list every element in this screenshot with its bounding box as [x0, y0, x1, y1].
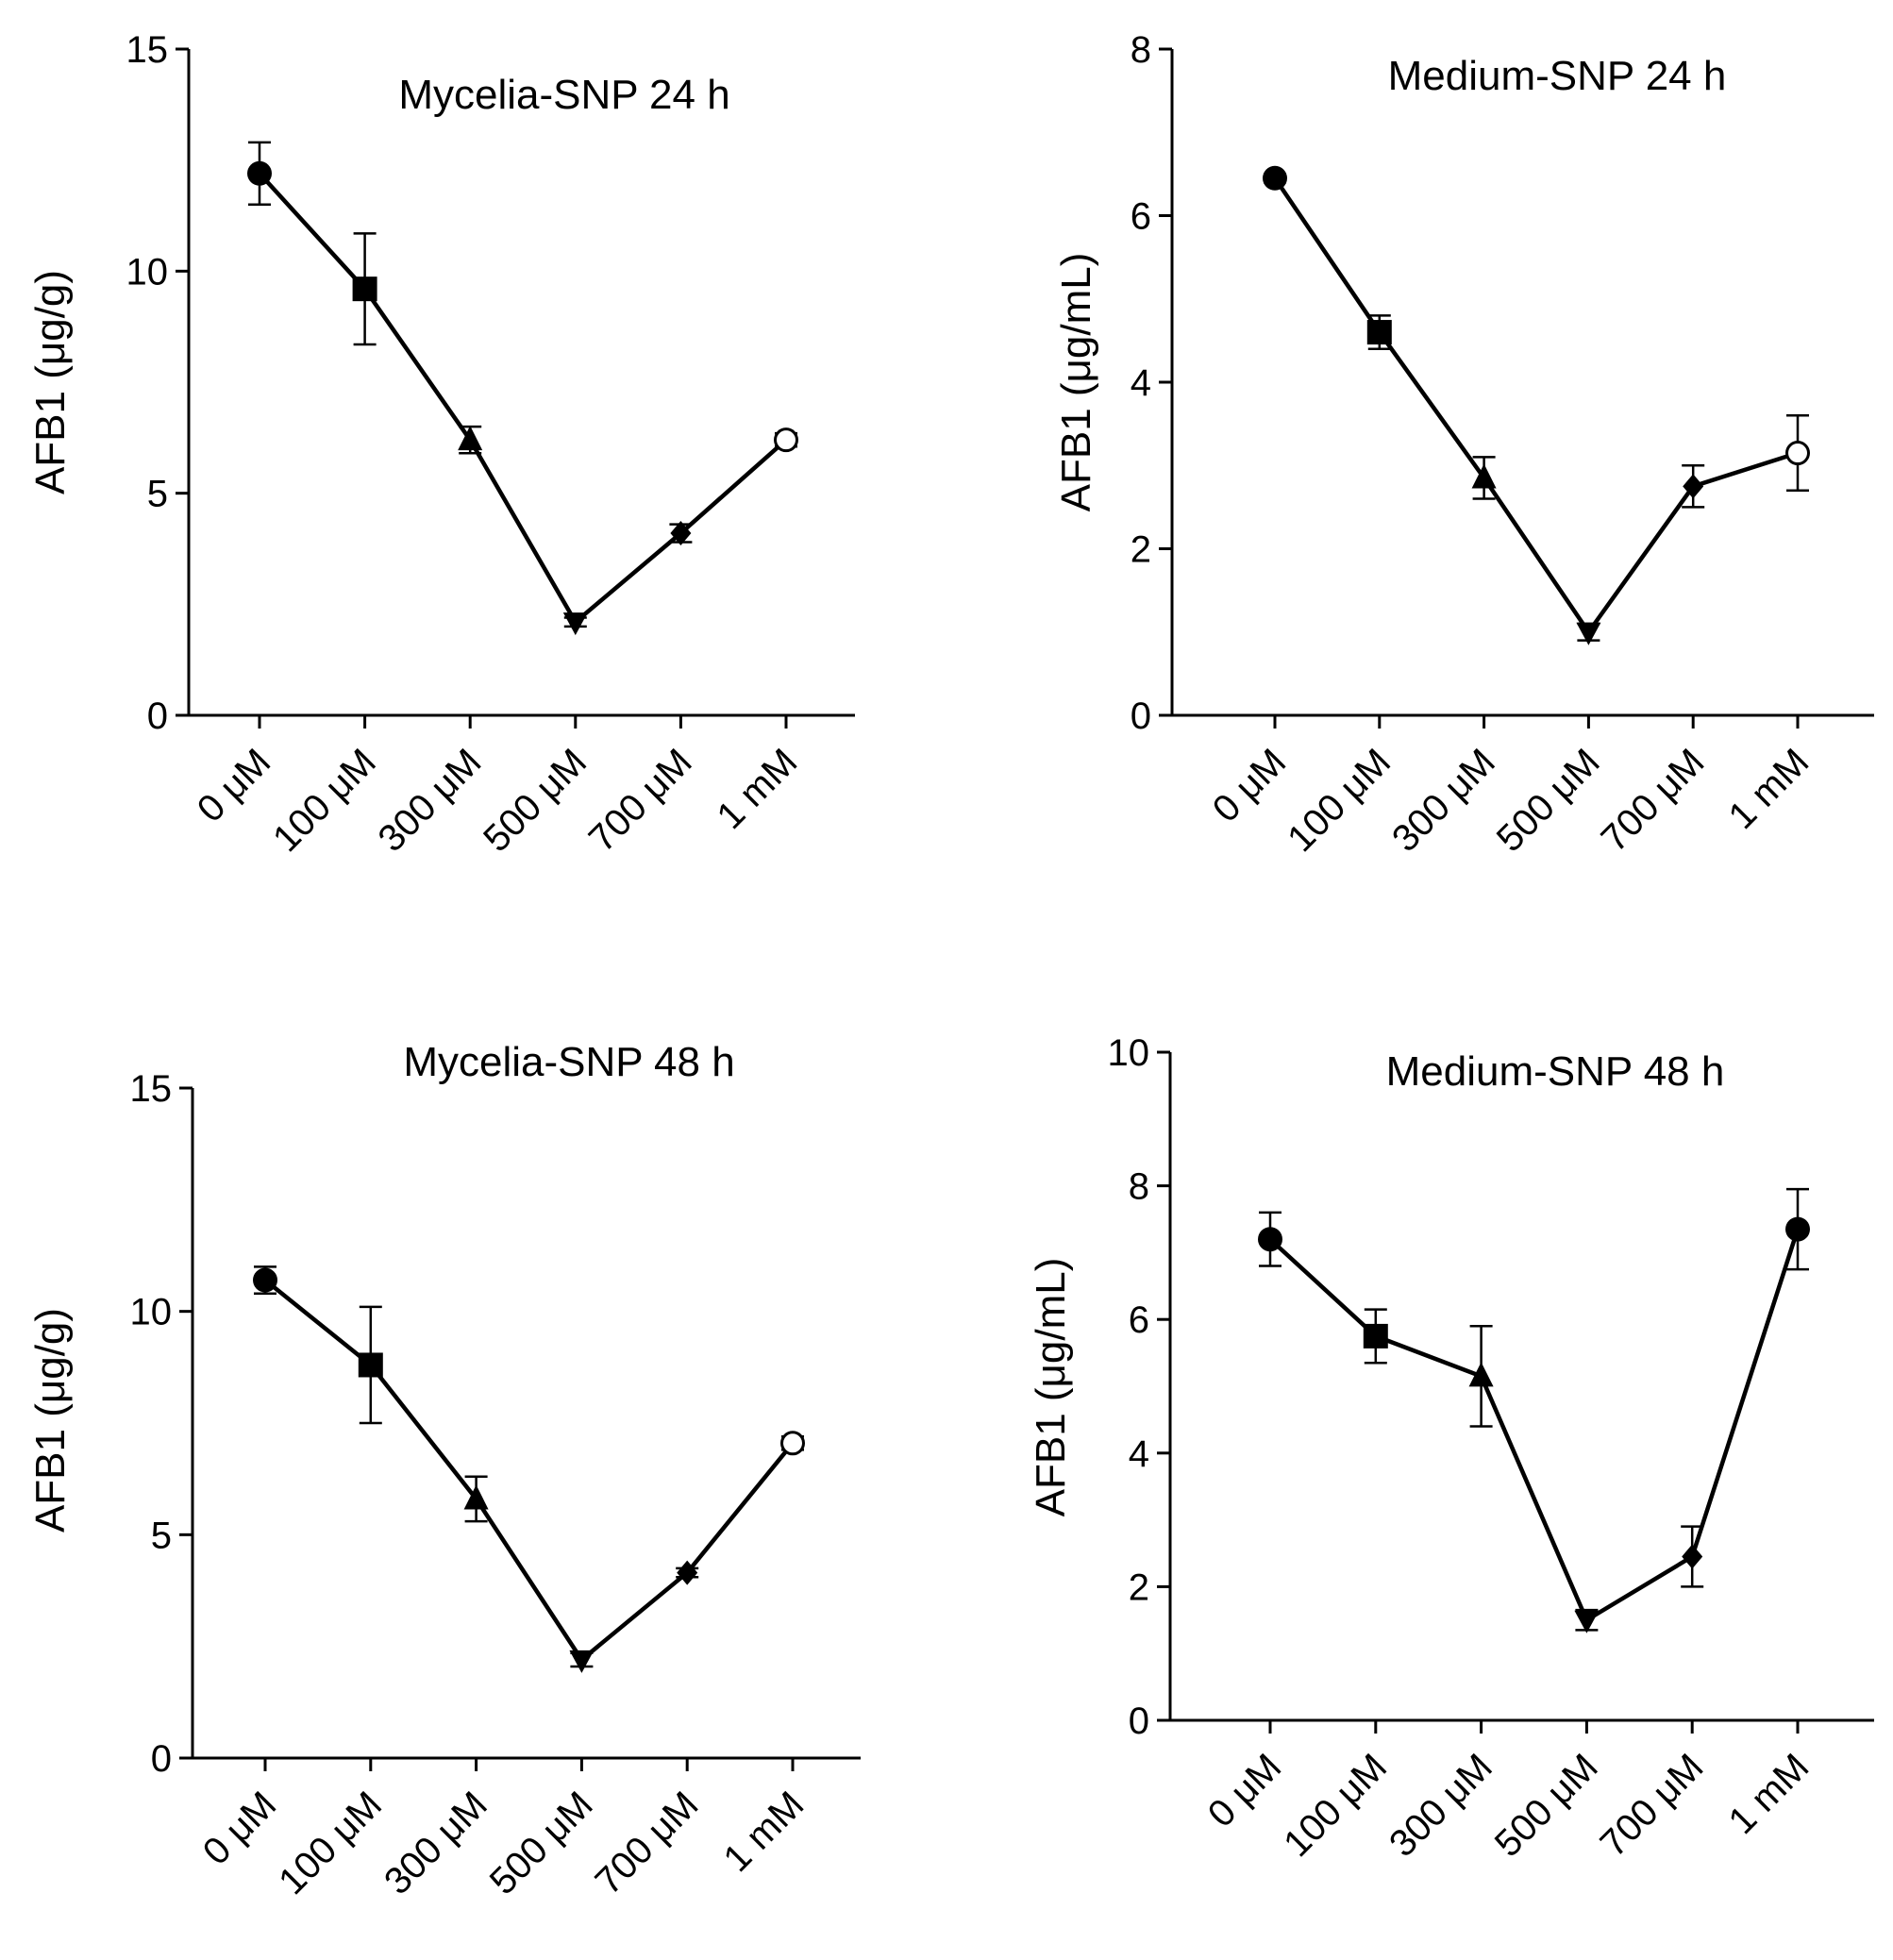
data-point: [780, 1431, 805, 1456]
data-point: [677, 1560, 698, 1585]
y-tick-label: 10: [130, 1292, 173, 1333]
data-point: [352, 276, 377, 302]
y-axis-label: AFB1 (μg/g): [27, 1308, 74, 1533]
x-tick-label: 700 μM: [1594, 741, 1713, 860]
data-point: [1258, 1227, 1282, 1252]
data-point: [463, 1484, 489, 1510]
data-point: [1574, 1610, 1600, 1633]
series-line: [1273, 176, 1799, 636]
x-tick-label: 0 μM: [1200, 1746, 1290, 1835]
x-tick-label: 100 μM: [265, 741, 384, 860]
x-tick-label: 500 μM: [1487, 1746, 1606, 1865]
data-point: [1366, 320, 1392, 345]
y-tick-label: 0: [1129, 1700, 1149, 1742]
x-tick-label: 300 μM: [1384, 741, 1503, 860]
y-tick-label: 2: [1129, 1566, 1149, 1608]
y-tick-label: 0: [151, 1738, 172, 1780]
data-point: [247, 160, 272, 186]
data-point: [1363, 1323, 1388, 1349]
series-line: [263, 1278, 795, 1664]
chart-title: Mycelia-SNP 24 h: [398, 72, 729, 118]
data-point: [1263, 165, 1287, 191]
series-line: [258, 172, 788, 626]
y-tick-label: 4: [1129, 1433, 1149, 1475]
x-tick-label: 300 μM: [371, 741, 490, 860]
data-point: [670, 521, 692, 546]
x-tick-label: 100 μM: [1280, 741, 1399, 860]
x-tick-label: 500 μM: [476, 741, 595, 860]
y-tick-label: 8: [1131, 29, 1151, 71]
x-tick-label: 0 μM: [1205, 741, 1295, 830]
x-tick-label: 100 μM: [1276, 1746, 1395, 1865]
y-axis-label: AFB1 (μg/g): [27, 270, 74, 494]
data-point: [1468, 1362, 1494, 1387]
data-point: [569, 1650, 595, 1673]
x-tick-label: 700 μM: [1593, 1746, 1712, 1865]
y-tick-label: 5: [147, 474, 168, 515]
x-tick-label: 700 μM: [581, 741, 700, 860]
x-tick-label: 300 μM: [377, 1784, 495, 1902]
y-tick-label: 0: [147, 695, 168, 737]
data-point: [253, 1267, 277, 1293]
data-point: [1683, 474, 1704, 499]
y-tick-label: 6: [1129, 1299, 1149, 1341]
x-tick-label: 1 mM: [710, 741, 806, 837]
x-tick-label: 300 μM: [1382, 1746, 1500, 1865]
data-point: [774, 427, 798, 453]
x-tick-label: 0 μM: [190, 741, 279, 830]
x-tick-label: 500 μM: [1489, 741, 1608, 860]
y-tick-label: 0: [1131, 695, 1151, 737]
y-tick-label: 10: [126, 251, 169, 293]
data-point: [1785, 441, 1810, 466]
y-axis-label: AFB1 (μg/mL): [1053, 253, 1099, 512]
chart-title: Medium-SNP 48 h: [1386, 1048, 1725, 1095]
x-tick-label: 500 μM: [482, 1784, 601, 1902]
y-tick-label: 6: [1131, 196, 1151, 238]
x-tick-label: 0 μM: [195, 1784, 285, 1873]
data-point: [1785, 1216, 1810, 1242]
y-tick-label: 10: [1108, 1032, 1150, 1074]
chart-title: Mycelia-SNP 48 h: [403, 1039, 734, 1085]
chart-title: Medium-SNP 24 h: [1388, 53, 1727, 99]
data-point: [1471, 463, 1497, 489]
y-tick-label: 2: [1131, 529, 1151, 571]
y-tick-label: 15: [130, 1068, 173, 1110]
data-point: [358, 1352, 383, 1378]
y-tick-label: 8: [1129, 1166, 1149, 1208]
x-tick-label: 700 μM: [588, 1784, 707, 1902]
y-tick-label: 4: [1131, 362, 1151, 404]
data-point: [1682, 1544, 1703, 1569]
x-tick-label: 1 mM: [1721, 1746, 1818, 1842]
data-point: [562, 612, 588, 636]
x-tick-label: 100 μM: [271, 1784, 390, 1902]
series-line: [1268, 1228, 1801, 1624]
data-point: [1576, 622, 1601, 645]
x-tick-label: 1 mM: [1721, 741, 1818, 837]
y-axis-label: AFB1 (μg/mL): [1028, 1258, 1074, 1517]
data-point: [458, 426, 483, 451]
y-tick-label: 5: [151, 1515, 172, 1556]
y-tick-label: 15: [126, 29, 169, 71]
x-tick-label: 1 mM: [716, 1784, 812, 1880]
